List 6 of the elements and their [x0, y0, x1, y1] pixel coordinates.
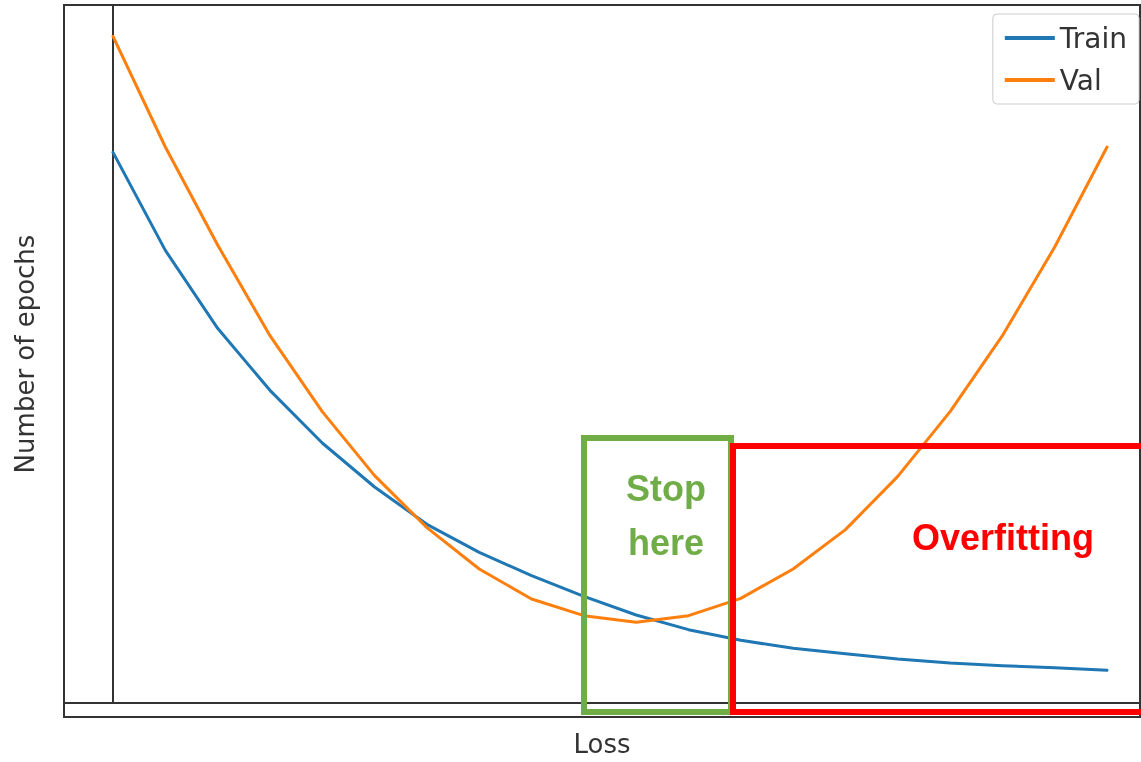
legend-label: Train [1058, 21, 1127, 55]
x-axis-title: Loss [573, 729, 631, 759]
legend-label: Val [1059, 63, 1102, 97]
annotation: Overfitting [911, 516, 1095, 558]
y-axis-title: Number of epochs [10, 234, 40, 474]
annotation: Stop here [626, 467, 706, 563]
